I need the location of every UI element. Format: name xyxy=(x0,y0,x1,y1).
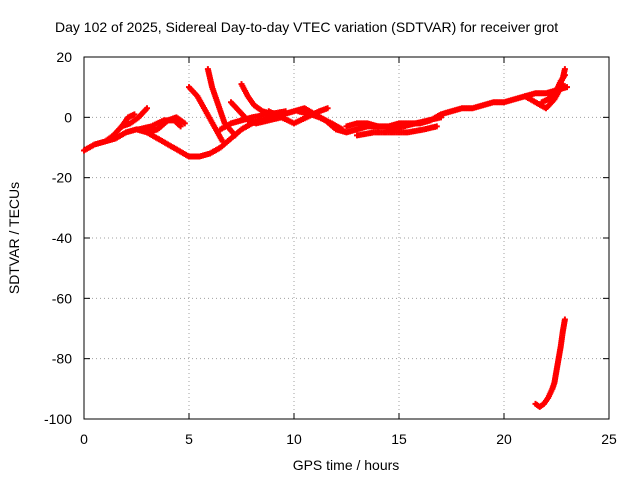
x-tick-label: 20 xyxy=(496,431,512,447)
y-tick-label: 0 xyxy=(64,109,72,125)
data-point xyxy=(339,126,346,133)
x-tick-label: 25 xyxy=(601,431,617,447)
data-point xyxy=(561,72,568,79)
data-point xyxy=(232,132,239,139)
data-points xyxy=(81,66,570,410)
y-tick-label: -80 xyxy=(52,351,72,367)
data-point xyxy=(177,123,184,130)
axis-ticks: 0 5 10 15 20 25 -100 -80 -60 -40 -20 0 20 xyxy=(44,49,617,447)
x-tick-label: 0 xyxy=(80,431,88,447)
data-point xyxy=(561,316,568,323)
data-point xyxy=(181,120,188,127)
y-tick-label: -100 xyxy=(44,411,72,427)
y-tick-label: -60 xyxy=(52,290,72,306)
data-point xyxy=(561,66,568,73)
x-tick-label: 5 xyxy=(185,431,193,447)
data-point xyxy=(375,123,381,130)
data-point xyxy=(324,105,331,112)
grid xyxy=(84,57,609,419)
x-axis-label: GPS time / hours xyxy=(293,457,400,473)
chart-title: Day 102 of 2025, Sidereal Day-to-day VTE… xyxy=(55,19,558,35)
plot-frame xyxy=(83,56,610,420)
y-tick-label: 20 xyxy=(56,49,72,65)
data-point xyxy=(438,114,444,121)
x-tick-label: 15 xyxy=(391,431,407,447)
data-point xyxy=(564,84,570,91)
data-point xyxy=(282,108,289,115)
data-point xyxy=(131,111,138,118)
data-point xyxy=(219,138,226,145)
y-axis-label: SDTVAR / TECUs xyxy=(6,182,22,294)
data-point xyxy=(144,105,150,112)
data-point xyxy=(433,123,440,130)
y-tick-label: -40 xyxy=(52,230,72,246)
y-tick-label: -20 xyxy=(52,170,72,186)
x-tick-label: 10 xyxy=(286,431,302,447)
